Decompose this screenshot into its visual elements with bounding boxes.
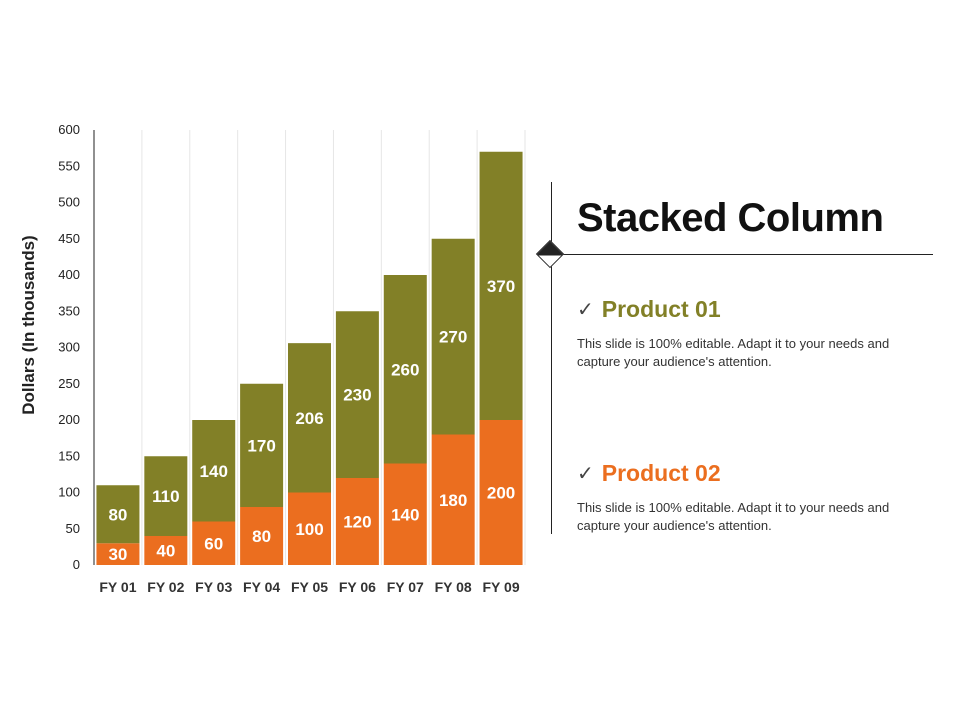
bar-product-01	[479, 151, 523, 420]
panel-divider-horizontal	[551, 254, 933, 255]
data-label: 40	[156, 542, 175, 561]
stacked-column-chart: 0 50 100 150 200 250 300 350 400 450 500 550 600 30 8…	[19, 122, 526, 595]
product-01-description: This slide is 100% editable. Adapt it to…	[577, 336, 890, 369]
data-label: 60	[204, 534, 223, 553]
bar-product-02	[144, 536, 188, 565]
bar-product-02	[96, 543, 140, 565]
data-label: 260	[391, 360, 419, 379]
bar-product-01	[288, 343, 331, 493]
x-tick-label: FY 03	[195, 579, 232, 595]
data-label: 80	[252, 527, 271, 546]
bar-product-01	[383, 275, 427, 464]
y-tick-label: 0	[73, 557, 80, 572]
x-tick-label: FY 07	[387, 579, 424, 595]
data-label: 80	[108, 505, 127, 524]
bar-product-02	[192, 521, 236, 565]
y-tick-label: 450	[58, 231, 80, 246]
grid-layer	[141, 130, 526, 565]
y-tick-label: 400	[58, 267, 80, 282]
x-tick-label: FY 09	[483, 579, 520, 595]
bar-product-01	[144, 456, 188, 536]
bar-product-01	[431, 238, 475, 435]
x-tick-label: FY 01	[99, 579, 136, 595]
y-tick-label: 100	[58, 485, 80, 500]
panel-divider-vertical	[551, 182, 552, 534]
x-tick-label: FY 05	[291, 579, 328, 595]
product-01-name: Product 01	[601, 296, 721, 322]
bar-product-02	[288, 492, 331, 565]
bar-product-02	[431, 434, 475, 565]
data-label: 230	[343, 386, 371, 405]
y-tick-label: 250	[58, 376, 80, 391]
bar-product-01	[96, 485, 140, 544]
data-label: 140	[200, 462, 228, 481]
diamond-ornament-icon	[535, 239, 565, 269]
data-label: 200	[487, 484, 515, 503]
product-02-heading: ✓ Product 02	[577, 460, 917, 487]
y-tick-label: 150	[58, 448, 80, 463]
y-tick-label: 350	[58, 303, 80, 318]
data-label: 370	[487, 277, 515, 296]
y-tick-label: 50	[66, 521, 80, 536]
x-tick-label: FY 02	[147, 579, 184, 595]
data-label: 170	[247, 436, 275, 455]
product-01-block: ✓ Product 01 This slide is 100% editable…	[577, 296, 917, 371]
legend-panel: Stacked Column ✓ Product 01 This slide i…	[535, 182, 941, 535]
bar-product-02	[383, 463, 427, 565]
bar-product-02	[240, 507, 284, 565]
product-01-heading: ✓ Product 01	[577, 296, 917, 323]
x-tick-label: FY 04	[243, 579, 280, 595]
y-axis-title: Dollars (In thousands)	[19, 235, 38, 414]
data-label: 100	[295, 520, 323, 539]
data-label: 120	[343, 513, 371, 532]
bars-layer	[96, 151, 523, 565]
y-tick-label: 200	[58, 412, 80, 427]
bar-product-01	[335, 311, 379, 478]
bar-product-01	[192, 420, 236, 522]
data-label: 110	[152, 487, 179, 506]
labels-layer: 30 80 FY 01 40 110 FY 02 60 140 FY 03 80 170 FY 04 1…	[99, 277, 519, 595]
check-icon: ✓	[577, 463, 594, 485]
y-tick-label: 300	[58, 340, 80, 355]
y-tick-label: 550	[58, 158, 80, 173]
y-tick-label: 600	[58, 122, 80, 137]
y-tick-label: 500	[58, 195, 80, 210]
axis-layer: 0 50 100 150 200 250 300 350 400 450 500 550 600	[58, 122, 95, 572]
x-tick-label: FY 06	[339, 579, 376, 595]
bar-product-01	[240, 383, 284, 507]
bar-product-02	[335, 478, 379, 565]
bar-product-02	[479, 420, 523, 565]
product-02-description: This slide is 100% editable. Adapt it to…	[577, 500, 890, 533]
check-icon: ✓	[577, 299, 594, 321]
data-label: 30	[108, 545, 127, 564]
slide-title: Stacked Column	[577, 196, 884, 240]
x-tick-label: FY 08	[435, 579, 472, 595]
data-label: 270	[439, 328, 467, 347]
data-label: 140	[391, 505, 419, 524]
data-label: 180	[439, 491, 467, 510]
product-02-block: ✓ Product 02 This slide is 100% editable…	[577, 460, 917, 535]
product-02-name: Product 02	[601, 460, 721, 486]
data-label: 206	[295, 409, 323, 428]
